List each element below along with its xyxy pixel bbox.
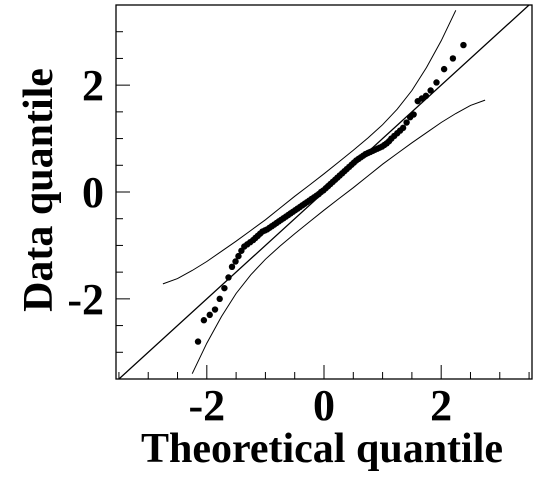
- x-tick-label: 2: [430, 381, 452, 430]
- envelope-upper-line: [162, 10, 457, 285]
- y-tick-label: 0: [82, 168, 104, 217]
- data-point: [410, 111, 417, 118]
- data-point: [232, 258, 239, 265]
- y-tick-label: -2: [67, 275, 104, 324]
- y-axis-title: Data quantile: [16, 68, 62, 312]
- x-tick-labels: -2 0 2: [188, 381, 452, 430]
- data-point: [427, 87, 434, 94]
- data-point: [221, 284, 228, 292]
- data-point: [194, 338, 202, 345]
- y-tick-labels: -2 0 2: [67, 61, 104, 324]
- data-point: [216, 295, 223, 303]
- data-point: [225, 274, 232, 281]
- x-tick-label: -2: [188, 381, 225, 430]
- plot-area: [115, 4, 533, 380]
- envelope-lower-line: [191, 99, 486, 374]
- data-point: [440, 65, 448, 73]
- data-point: [460, 41, 467, 49]
- data-point: [433, 79, 440, 86]
- data-point: [399, 124, 407, 132]
- data-point: [403, 119, 410, 126]
- plot-series: [117, 5, 531, 379]
- data-point: [235, 252, 242, 260]
- data-point: [228, 263, 236, 270]
- axis-ticks: [116, 4, 530, 380]
- data-point: [206, 311, 213, 319]
- y-tick-label: 2: [82, 61, 104, 110]
- data-point: [211, 306, 219, 313]
- x-tick-label: 0: [313, 381, 335, 430]
- data-point: [422, 92, 430, 100]
- x-axis-title: Theoretical quantile: [141, 426, 503, 472]
- data-point: [200, 317, 208, 324]
- data-point: [449, 55, 457, 62]
